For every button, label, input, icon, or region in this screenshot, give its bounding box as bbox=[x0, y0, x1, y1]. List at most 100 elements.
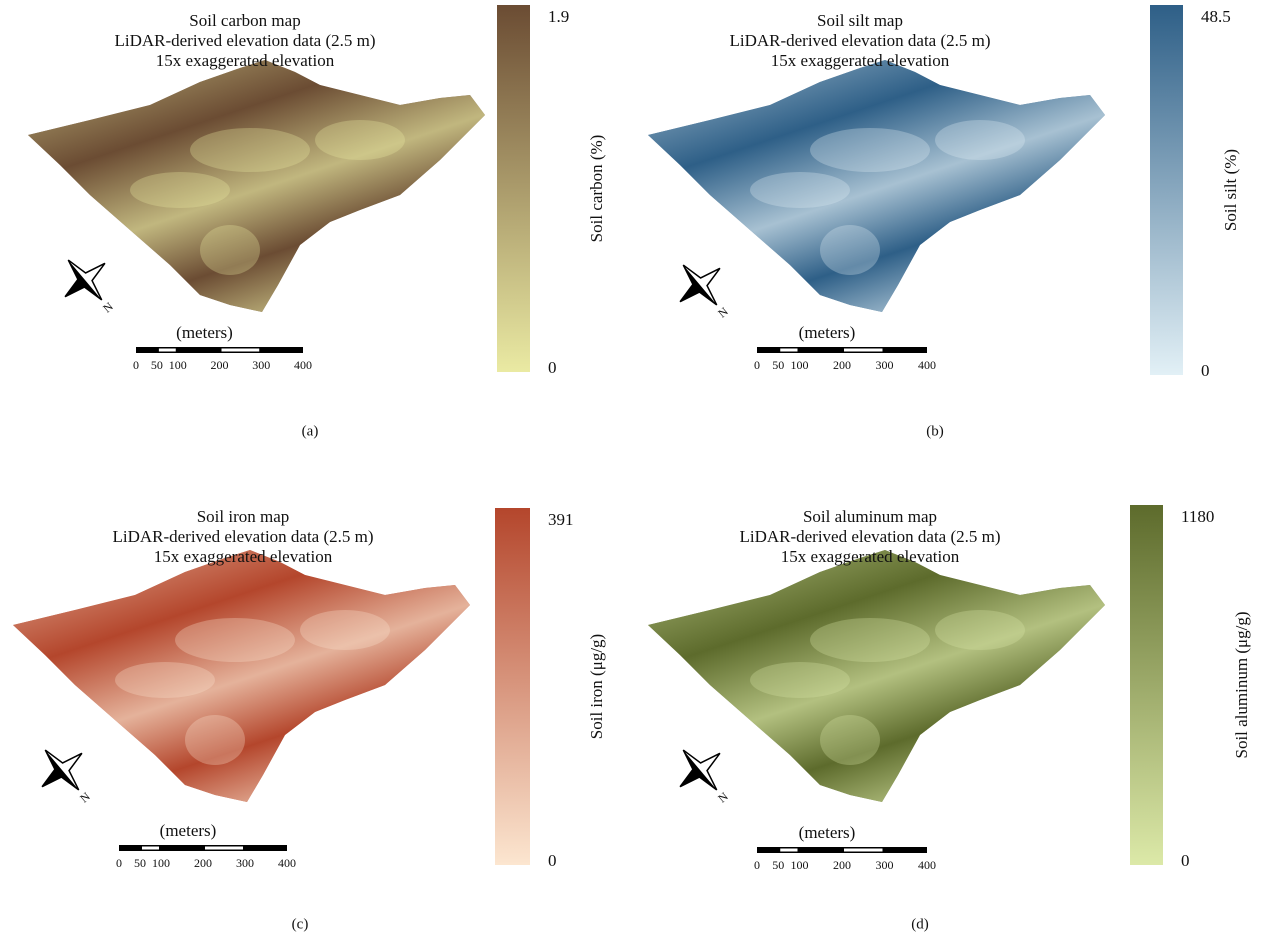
map-title: 15x exaggerated elevation bbox=[154, 547, 333, 566]
scale-tick-label: 0 bbox=[133, 358, 139, 372]
terrain-patch bbox=[190, 128, 310, 172]
terrain-patch bbox=[810, 128, 930, 172]
scale-tick-label: 50 bbox=[151, 358, 163, 372]
terrain-shade bbox=[648, 550, 1105, 802]
scale-tick-label: 200 bbox=[833, 358, 851, 372]
scale-segment bbox=[159, 349, 176, 352]
panel-label: (d) bbox=[911, 916, 929, 932]
map-title: 15x exaggerated elevation bbox=[771, 51, 950, 70]
scale-tick-label: 300 bbox=[252, 358, 270, 372]
scale-tick-label: 100 bbox=[169, 358, 187, 372]
scale-segment bbox=[780, 349, 797, 352]
map-title: 15x exaggerated elevation bbox=[781, 547, 960, 566]
compass: N bbox=[25, 733, 109, 819]
colorbar bbox=[497, 5, 530, 372]
colorbar-min: 0 bbox=[1181, 851, 1190, 870]
scale-tick-label: 50 bbox=[772, 858, 784, 872]
terrain-patch bbox=[820, 225, 880, 275]
scale-tick-label: 400 bbox=[294, 358, 312, 372]
colorbar-label: Soil carbon (%) bbox=[587, 135, 606, 243]
compass: N bbox=[663, 733, 747, 819]
terrain-shade bbox=[13, 550, 470, 802]
scale-title: (meters) bbox=[799, 823, 856, 842]
scale-tick-label: 100 bbox=[791, 358, 809, 372]
scale-tick-label: 400 bbox=[918, 858, 936, 872]
scale-tick-label: 300 bbox=[236, 856, 254, 870]
scale-tick-label: 400 bbox=[918, 358, 936, 372]
scale-tick-label: 300 bbox=[876, 358, 894, 372]
map-title: LiDAR-derived elevation data (2.5 m) bbox=[739, 527, 1000, 546]
scale-tick-label: 0 bbox=[754, 858, 760, 872]
terrain-patch bbox=[300, 610, 390, 650]
terrain-shade bbox=[648, 60, 1105, 312]
scale-tick-label: 50 bbox=[772, 358, 784, 372]
terrain-patch bbox=[820, 715, 880, 765]
north-label: N bbox=[715, 304, 731, 321]
scale-tick-label: 200 bbox=[194, 856, 212, 870]
colorbar-max: 1180 bbox=[1181, 507, 1214, 526]
colorbar bbox=[495, 508, 530, 865]
colorbar-max: 1.9 bbox=[548, 7, 569, 26]
scale-segment bbox=[205, 847, 243, 850]
colorbar-label: Soil aluminum (μg/g) bbox=[1232, 612, 1251, 759]
north-label: N bbox=[77, 789, 93, 806]
terrain-patch bbox=[315, 120, 405, 160]
scale-title: (meters) bbox=[176, 323, 233, 342]
panel-label: (b) bbox=[926, 423, 944, 439]
scale-tick-label: 50 bbox=[134, 856, 146, 870]
north-label: N bbox=[100, 299, 116, 316]
colorbar bbox=[1150, 5, 1183, 375]
scale-tick-label: 100 bbox=[152, 856, 170, 870]
scale-tick-label: 100 bbox=[791, 858, 809, 872]
scale-segment bbox=[844, 349, 883, 352]
terrain-patch bbox=[750, 172, 850, 208]
scale-tick-label: 0 bbox=[754, 358, 760, 372]
panel-label: (a) bbox=[302, 423, 319, 439]
terrain-patch bbox=[810, 618, 930, 662]
compass: N bbox=[663, 248, 747, 334]
scale-tick-label: 200 bbox=[211, 358, 229, 372]
colorbar-min: 0 bbox=[548, 358, 557, 377]
scale-tick-label: 200 bbox=[833, 858, 851, 872]
map-title: Soil carbon map bbox=[189, 11, 300, 30]
colorbar-label: Soil silt (%) bbox=[1221, 149, 1240, 231]
map-title: Soil iron map bbox=[197, 507, 290, 526]
scale-segment bbox=[844, 849, 883, 852]
colorbar bbox=[1130, 505, 1163, 865]
figure: Soil carbon mapLiDAR-derived elevation d… bbox=[0, 0, 1261, 936]
terrain-patch bbox=[200, 225, 260, 275]
scale-tick-label: 300 bbox=[876, 858, 894, 872]
map-title: 15x exaggerated elevation bbox=[156, 51, 335, 70]
scale-tick-label: 400 bbox=[278, 856, 296, 870]
terrain-patch bbox=[130, 172, 230, 208]
colorbar-min: 0 bbox=[548, 851, 557, 870]
scale-title: (meters) bbox=[799, 323, 856, 342]
panel-label: (c) bbox=[292, 916, 309, 932]
map-title: LiDAR-derived elevation data (2.5 m) bbox=[729, 31, 990, 50]
map-title: LiDAR-derived elevation data (2.5 m) bbox=[112, 527, 373, 546]
scale-title: (meters) bbox=[160, 821, 217, 840]
north-label: N bbox=[715, 789, 731, 806]
terrain-patch bbox=[175, 618, 295, 662]
colorbar-min: 0 bbox=[1201, 361, 1210, 380]
scale-segment bbox=[222, 349, 260, 352]
colorbar-max: 391 bbox=[548, 510, 574, 529]
scale-tick-label: 0 bbox=[116, 856, 122, 870]
map-title: LiDAR-derived elevation data (2.5 m) bbox=[114, 31, 375, 50]
compass: N bbox=[48, 243, 132, 329]
scale-segment bbox=[780, 849, 797, 852]
panel: Soil iron mapLiDAR-derived elevation dat… bbox=[13, 507, 606, 933]
map-title: Soil aluminum map bbox=[803, 507, 937, 526]
scale-segment bbox=[142, 847, 159, 850]
terrain-patch bbox=[935, 120, 1025, 160]
map-title: Soil silt map bbox=[817, 11, 903, 30]
terrain-patch bbox=[935, 610, 1025, 650]
colorbar-max: 48.5 bbox=[1201, 7, 1231, 26]
terrain-patch bbox=[185, 715, 245, 765]
colorbar-label: Soil iron (μg/g) bbox=[587, 634, 606, 739]
terrain-patch bbox=[750, 662, 850, 698]
terrain-patch bbox=[115, 662, 215, 698]
